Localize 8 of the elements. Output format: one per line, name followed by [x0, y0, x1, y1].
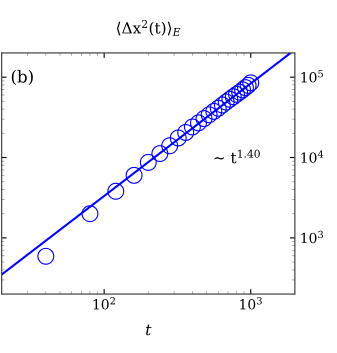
y-tick-label: 10$^{3}$	[301, 230, 323, 244]
annotation: ∼ t$^{1.40}$	[214, 150, 260, 164]
chart-title: ⟨Δx$^{2}$(t)⟩$_{E}$	[116, 20, 180, 36]
y-tick-label: 10$^{5}$	[301, 70, 323, 83]
x-axis-title: t	[146, 324, 152, 336]
x-tick-label: 10$^{2}$	[94, 297, 115, 310]
y-tick-label: 10$^{4}$	[301, 150, 324, 163]
annotation: (b)	[12, 70, 33, 86]
